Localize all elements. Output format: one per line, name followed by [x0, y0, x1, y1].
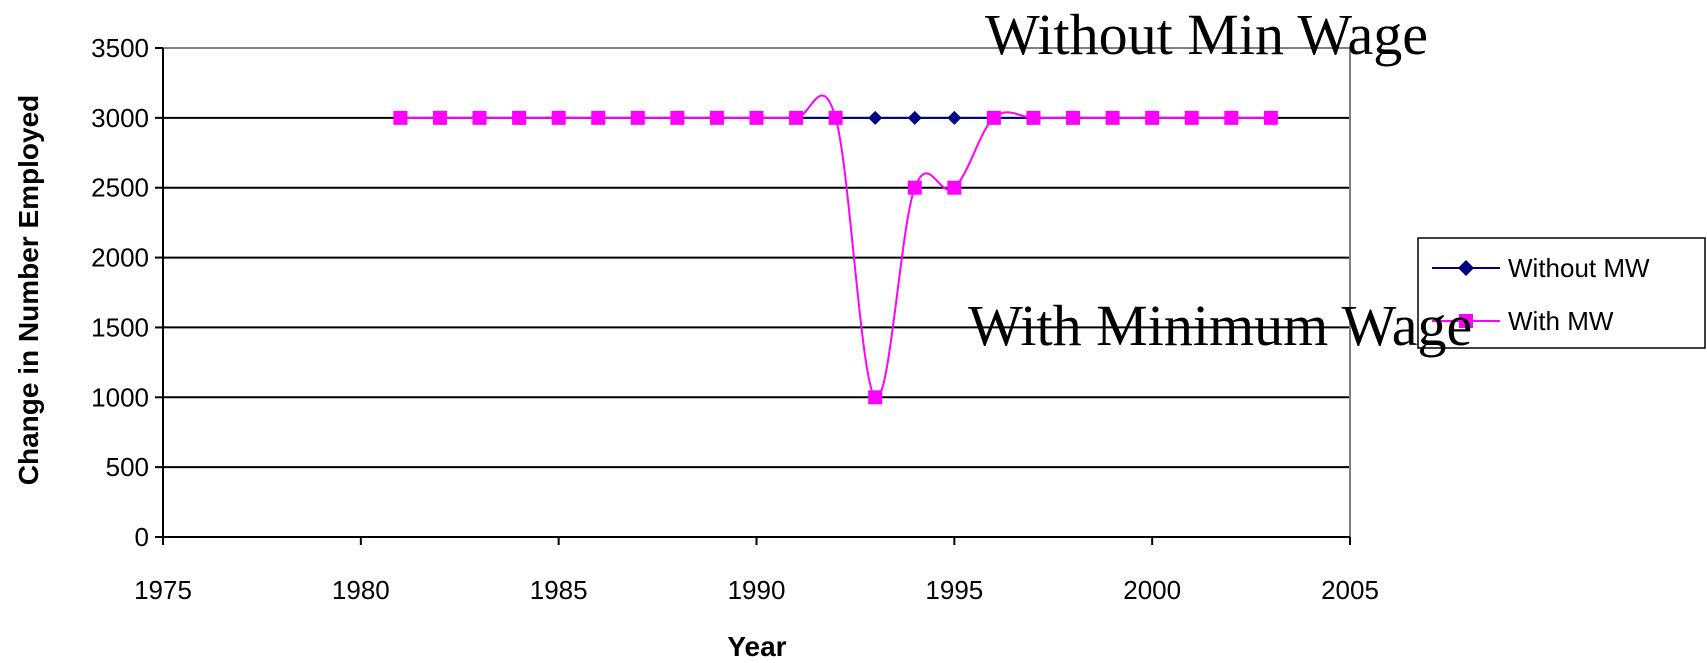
x-tick-label-2005: 2005 — [1321, 575, 1379, 605]
x-tick-label-1975: 1975 — [134, 575, 192, 605]
point-with-mw-1991 — [789, 110, 804, 125]
point-with-mw-1981 — [393, 110, 408, 125]
y-tick-label-1500: 1500 — [91, 312, 149, 342]
y-tick-label-2000: 2000 — [91, 243, 149, 273]
point-with-mw-1996 — [986, 110, 1001, 125]
point-with-mw-2001 — [1184, 110, 1199, 125]
legend-marker-with-mw — [1459, 314, 1473, 328]
x-tick-label-1980: 1980 — [332, 575, 390, 605]
point-with-mw-1982 — [432, 110, 447, 125]
point-with-mw-2002 — [1224, 110, 1239, 125]
point-without-mw-1995 — [947, 110, 962, 125]
y-tick-label-2500: 2500 — [91, 173, 149, 203]
x-axis-title: Year — [727, 631, 786, 662]
point-with-mw-1994 — [907, 180, 922, 195]
annotation-without-min-wage: Without Min Wage — [985, 2, 1428, 67]
x-tick-label-1995: 1995 — [925, 575, 983, 605]
point-without-mw-1994 — [907, 110, 922, 125]
x-tick-label-2000: 2000 — [1123, 575, 1181, 605]
y-tick-label-500: 500 — [106, 452, 149, 482]
point-with-mw-1987 — [630, 110, 645, 125]
point-with-mw-2003 — [1263, 110, 1278, 125]
point-with-mw-1998 — [1066, 110, 1081, 125]
point-with-mw-1993 — [868, 390, 883, 405]
point-with-mw-2000 — [1145, 110, 1160, 125]
axes — [155, 47, 1351, 545]
point-with-mw-1995 — [947, 180, 962, 195]
point-with-mw-1992 — [828, 110, 843, 125]
x-tick-label-1985: 1985 — [530, 575, 588, 605]
series-group — [393, 94, 1278, 405]
point-with-mw-1984 — [512, 110, 527, 125]
point-with-mw-1985 — [551, 110, 566, 125]
annotation-with-minimum-wage: With Minimum Wage — [968, 293, 1472, 358]
legend-box — [1417, 237, 1706, 349]
point-with-mw-1989 — [709, 110, 724, 125]
x-tick-label-1990: 1990 — [728, 575, 786, 605]
point-with-mw-1988 — [670, 110, 685, 125]
y-tick-label-0: 0 — [135, 522, 149, 552]
legend-label-with-mw: With MW — [1508, 306, 1614, 336]
point-with-mw-1983 — [472, 110, 487, 125]
y-axis-title: Change in Number Employed — [13, 95, 44, 486]
y-tick-label-3500: 3500 — [91, 33, 149, 63]
legend-marker-without-mw — [1458, 260, 1474, 276]
point-with-mw-1999 — [1105, 110, 1120, 125]
y-tick-label-1000: 1000 — [91, 382, 149, 412]
legend-label-without-mw: Without MW — [1508, 253, 1650, 283]
point-with-mw-1990 — [749, 110, 764, 125]
point-without-mw-1993 — [868, 110, 883, 125]
point-with-mw-1997 — [1026, 110, 1041, 125]
legend: Without MW With MW — [1417, 237, 1706, 349]
tick-labels: 0 500 1000 1500 2000 2500 3000 3500 1975 1980 1985… — [91, 33, 1379, 605]
y-tick-label-3000: 3000 — [91, 103, 149, 133]
point-with-mw-1986 — [591, 110, 606, 125]
